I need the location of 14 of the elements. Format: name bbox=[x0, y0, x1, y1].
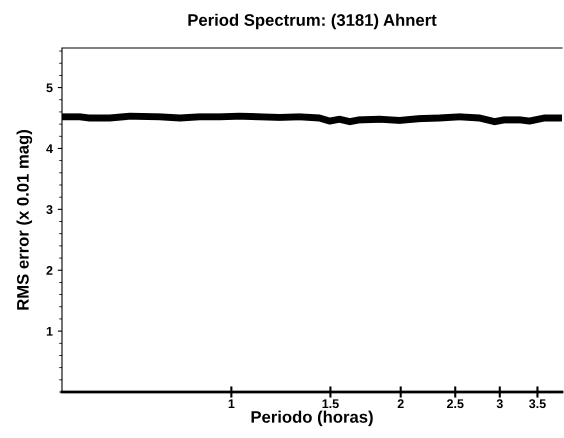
x-tick-label: 2.5 bbox=[446, 399, 464, 408]
x-tick-label: 1 bbox=[228, 399, 234, 408]
y-tick-label: 2 bbox=[46, 266, 52, 275]
x-tick-label: 3.5 bbox=[529, 399, 546, 408]
x-axis-title: Periodo (horas) bbox=[252, 410, 373, 426]
y-tick-label: 4 bbox=[46, 144, 53, 153]
y-axis-title: RMS error (x 0.01 mag) bbox=[16, 130, 32, 310]
y-tick-label: 3 bbox=[46, 205, 53, 214]
chart-title: Period Spectrum: (3181) Ahnert bbox=[188, 14, 437, 30]
x-tick-label: 2 bbox=[398, 399, 404, 408]
x-tick-label: 3 bbox=[496, 399, 503, 408]
y-tick-label: 5 bbox=[46, 84, 53, 92]
x-tick-label: 1.5 bbox=[322, 399, 339, 408]
y-tick-label: 1 bbox=[46, 327, 53, 336]
